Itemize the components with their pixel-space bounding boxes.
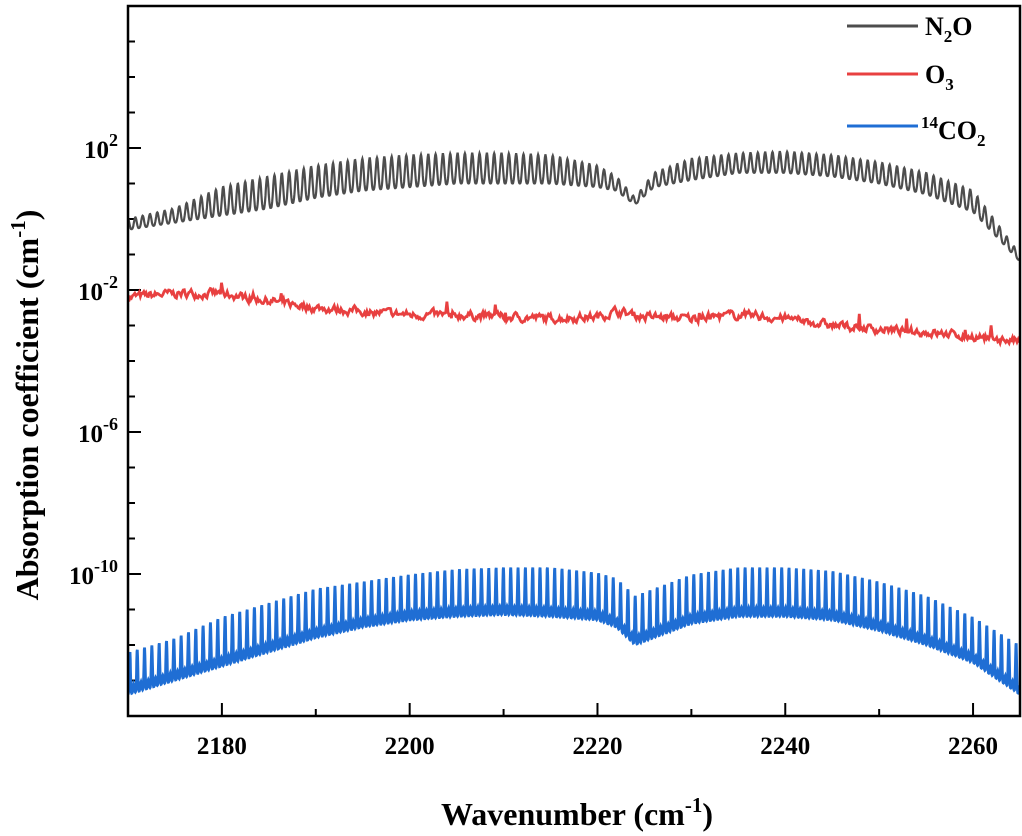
plot-area	[128, 148, 1020, 696]
y-tick-label: 102	[84, 130, 118, 164]
x-tick-label: 2260	[948, 733, 998, 760]
y-tick-label: 10-2	[78, 272, 118, 306]
legend-item-14co2: 14CO2	[847, 113, 986, 150]
x-tick-labels: 2180 2200 2220 2240 2260	[197, 733, 998, 760]
legend-label-14co2: 14CO2	[921, 113, 986, 150]
legend-item-o3: O3	[847, 60, 954, 94]
series-line-n2o	[128, 148, 1020, 261]
y-tick-labels: 102 10-2 10-6 10-10	[69, 130, 118, 590]
y-tick-label: 10-6	[78, 414, 118, 448]
series-line-o3	[128, 282, 1020, 348]
x-tick-label: 2180	[197, 733, 247, 760]
legend-label-n2o: N2O	[925, 12, 973, 46]
legend: N2O O3 14CO2	[847, 12, 986, 150]
legend-item-n2o: N2O	[847, 12, 973, 46]
x-axis-title: Wavenumber (cm-1)	[441, 793, 713, 832]
y-axis-title: Absorption coefficient (cm-1)	[6, 210, 45, 601]
plot-frame	[126, 4, 1022, 718]
x-tick-label: 2220	[572, 733, 622, 760]
y-tick-label: 10-10	[69, 556, 118, 590]
x-tick-label: 2240	[760, 733, 810, 760]
x-tick-label: 2200	[385, 733, 435, 760]
legend-label-o3: O3	[925, 60, 954, 94]
series-line-14co2	[128, 567, 1020, 696]
